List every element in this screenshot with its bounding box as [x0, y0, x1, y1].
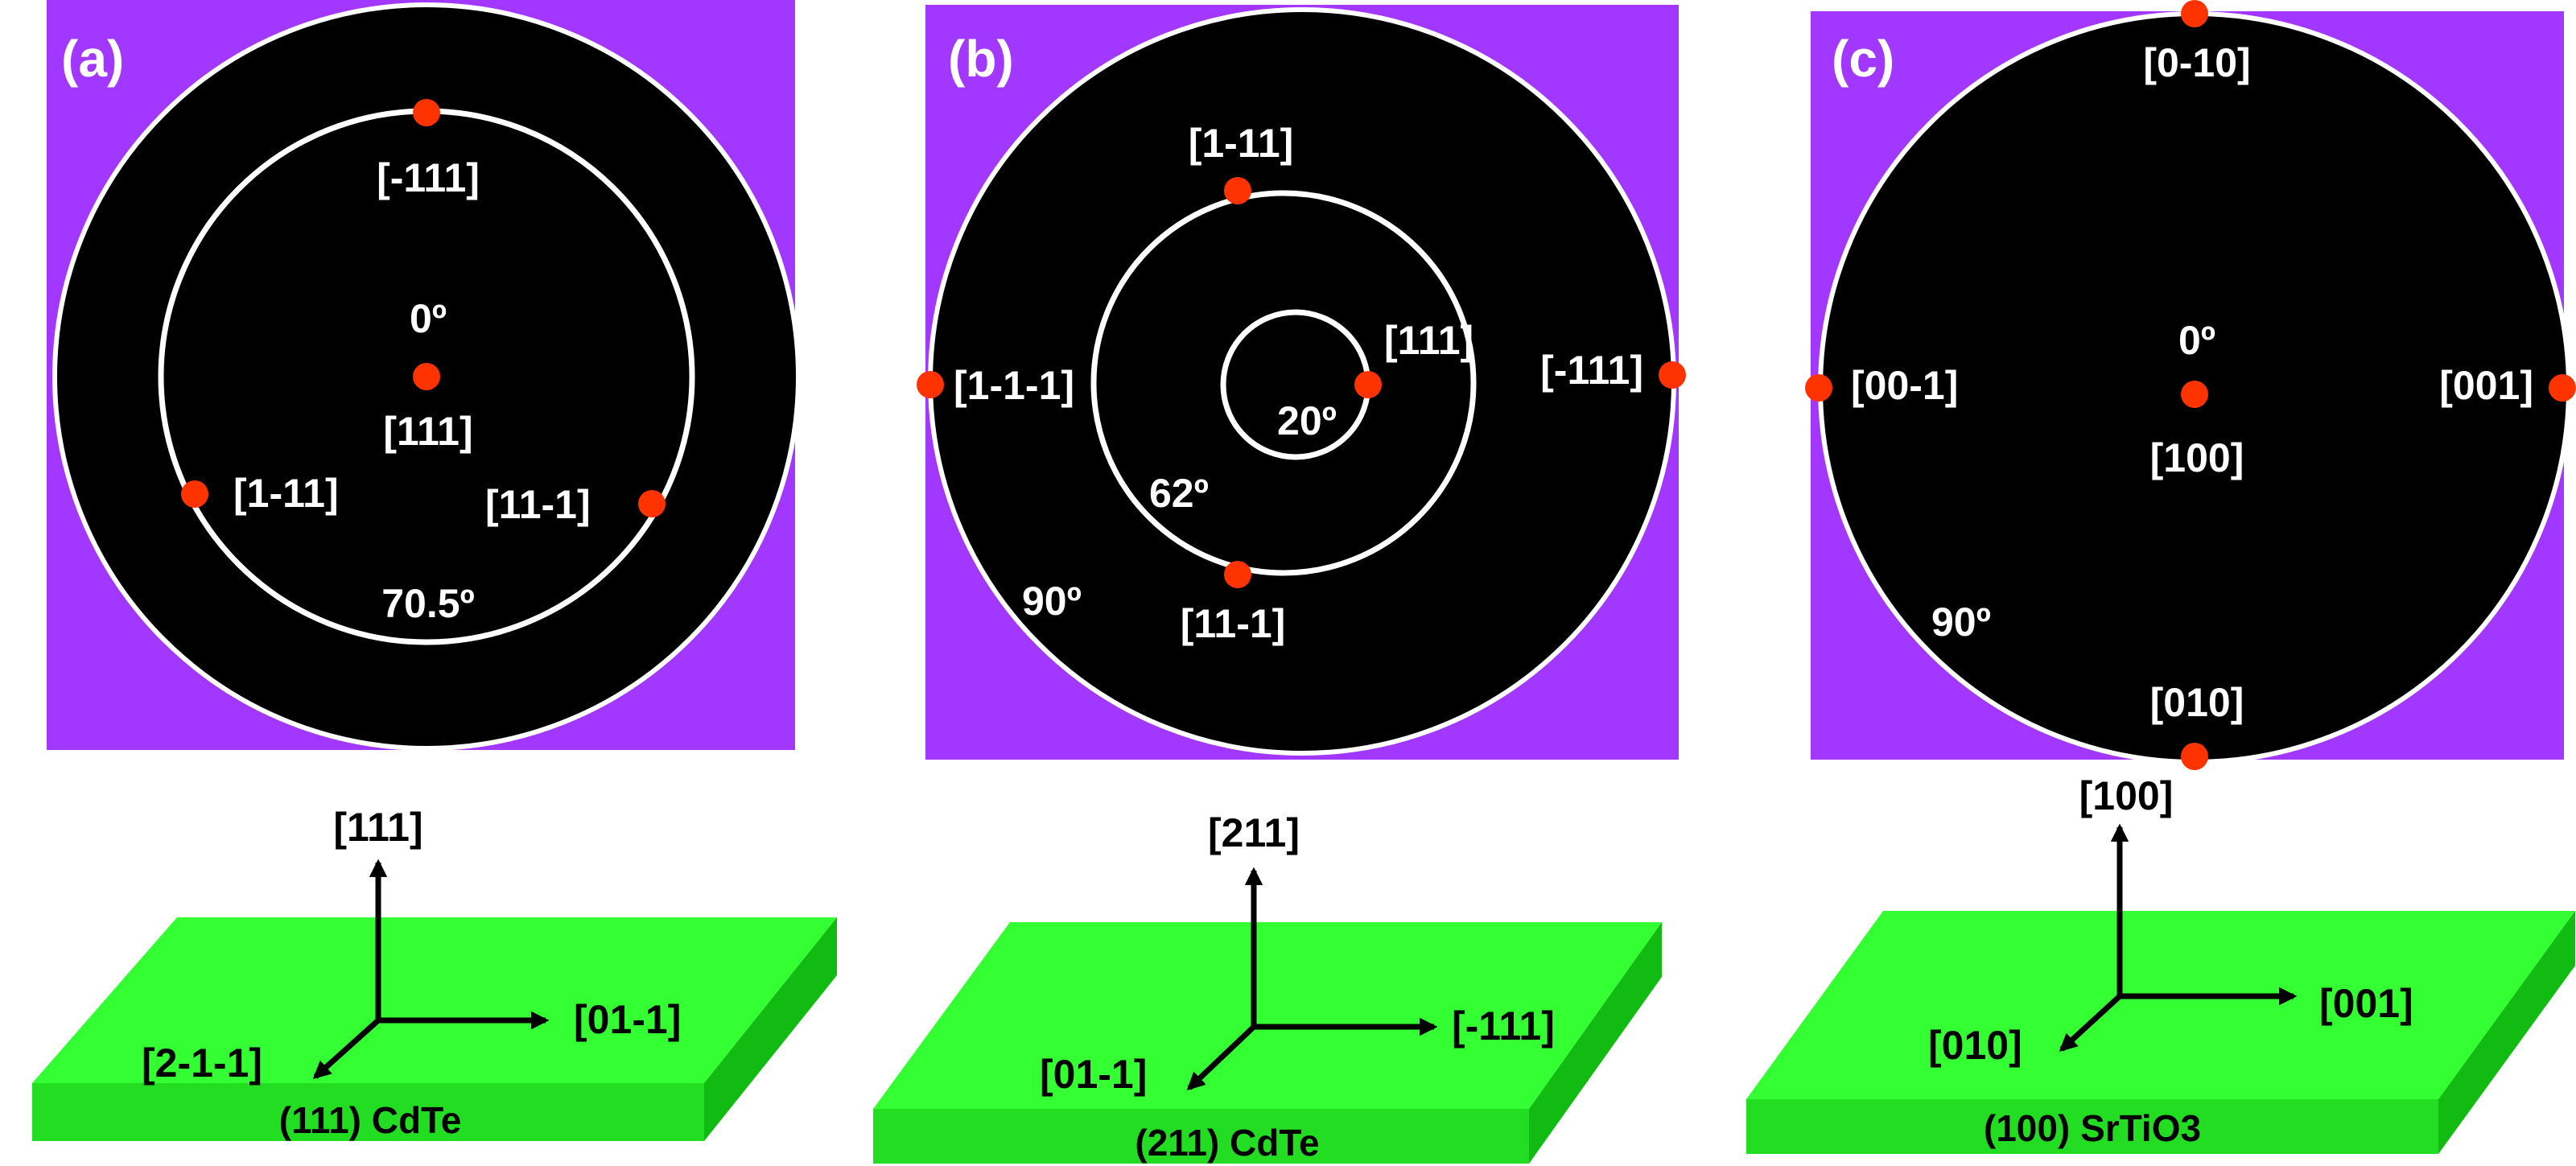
panel-c-substrate-label: (100) SrTiO3 — [1984, 1107, 2201, 1149]
panel-b-axis-right-label: [-111] — [1452, 1003, 1555, 1049]
panel-c-slab-side — [2438, 911, 2575, 1154]
panel-a-pole-left — [181, 480, 208, 508]
panel-a-angle-label-circle: 70.5º — [381, 581, 475, 626]
panel-b-axis-front-arrow — [1186, 1024, 1256, 1091]
panel-a: (a) [-111] 0º [111] [1-11] [11-1] 70.5º … — [32, 0, 837, 1141]
panel-b-substrate-label: (211) CdTe — [1135, 1122, 1319, 1164]
panel-c-pole-center — [2181, 381, 2208, 408]
panel-a-axis-front-arrow — [312, 1018, 381, 1079]
panel-c-angle-label-center: 0º — [2178, 318, 2215, 363]
panel-a-label: (a) — [61, 30, 124, 88]
panel-a-axis-normal-label: [111] — [333, 805, 422, 850]
panel-b-pole-label-bottom: [11-1] — [1181, 601, 1286, 646]
panel-c-pole-label-bottom: [010] — [2150, 680, 2244, 725]
panel-b-angle-label-62: 62º — [1149, 471, 1209, 516]
panel-b-pole-label-right: [-111] — [1540, 348, 1643, 393]
panel-b-circle-62 — [1090, 190, 1477, 576]
panel-c-slab-front — [1746, 1099, 2438, 1154]
panel-c-substrate — [1746, 911, 2575, 1154]
panel-a-pole-right — [638, 490, 666, 517]
panel-b-pole-label-inner: [111] — [1384, 318, 1473, 363]
panel-a-substrate-label: (111) CdTe — [279, 1099, 462, 1141]
panel-c-axis-normal-label: [100] — [2079, 773, 2174, 818]
panel-b-axis-normal-label: [211] — [1208, 810, 1300, 855]
panel-c-pole-label-left: [00-1] — [1851, 363, 1958, 408]
panel-c-axis-front-label: [010] — [1928, 1023, 2022, 1068]
panel-c-pole-bottom — [2181, 743, 2208, 770]
panel-b-axis-front-label: [01-1] — [1040, 1052, 1147, 1097]
panel-c-pole-right — [2549, 374, 2576, 402]
panel-b-label: (b) — [948, 30, 1014, 88]
panel-a-axis-right-label: [01-1] — [574, 997, 681, 1042]
panel-b-pole-top — [1224, 177, 1251, 204]
panel-b-pole-inner — [1354, 371, 1382, 398]
panel-b-angle-label-90: 90º — [1022, 579, 1082, 624]
panel-b-slab-top — [873, 922, 1662, 1109]
panel-b-pole-left — [917, 371, 944, 398]
panel-b-pole-bottom — [1224, 561, 1251, 588]
panel-c-label: (c) — [1832, 30, 1894, 88]
panel-a-angle-label-center: 0º — [410, 296, 447, 341]
panel-c-pole-label-center: [100] — [2150, 435, 2244, 480]
panel-c-pole-left — [1805, 374, 1832, 402]
panel-a-pole-label-top: [-111] — [377, 155, 480, 200]
panel-b: (b) [1-11] [111] 20º [1-1-1] [-111] 62º … — [873, 5, 1686, 1164]
panel-a-slab-side — [704, 917, 837, 1141]
panel-a-pole-label-left: [1-11] — [233, 471, 339, 516]
panel-c: (c) [0-10] [00-1] 0º [001] [100] 90º [01… — [1746, 0, 2576, 1154]
panel-b-slab-side — [1529, 922, 1662, 1164]
panel-a-slab-front — [32, 1083, 704, 1141]
panel-b-substrate — [873, 922, 1662, 1164]
panel-c-pole-top — [2181, 0, 2208, 27]
panel-a-slab-top — [32, 917, 837, 1083]
panel-c-pole-label-top: [0-10] — [2143, 40, 2250, 85]
panel-b-slab-front — [873, 1109, 1529, 1164]
panel-b-pole-label-top: [1-11] — [1189, 121, 1294, 166]
panel-c-axis-right-label: [001] — [2319, 981, 2413, 1026]
panel-b-angle-label-20: 20º — [1277, 398, 1337, 443]
panel-a-pole-top — [413, 99, 440, 126]
panel-b-pole-label-left: [1-1-1] — [954, 363, 1074, 408]
panel-a-substrate — [32, 917, 837, 1141]
panel-c-axis-front-arrow — [2059, 994, 2122, 1053]
panel-c-slab-top — [1746, 911, 2575, 1099]
panel-a-pole-center — [413, 363, 440, 390]
panel-a-pole-label-right: [11-1] — [485, 482, 591, 527]
panel-b-pole-right — [1659, 361, 1686, 389]
panel-c-pole-label-right: [001] — [2439, 363, 2533, 408]
panel-a-axis-front-label: [2-1-1] — [142, 1040, 262, 1086]
panel-c-angle-label-90: 90º — [1931, 599, 1991, 645]
panel-a-pole-label-center: [111] — [383, 409, 472, 454]
